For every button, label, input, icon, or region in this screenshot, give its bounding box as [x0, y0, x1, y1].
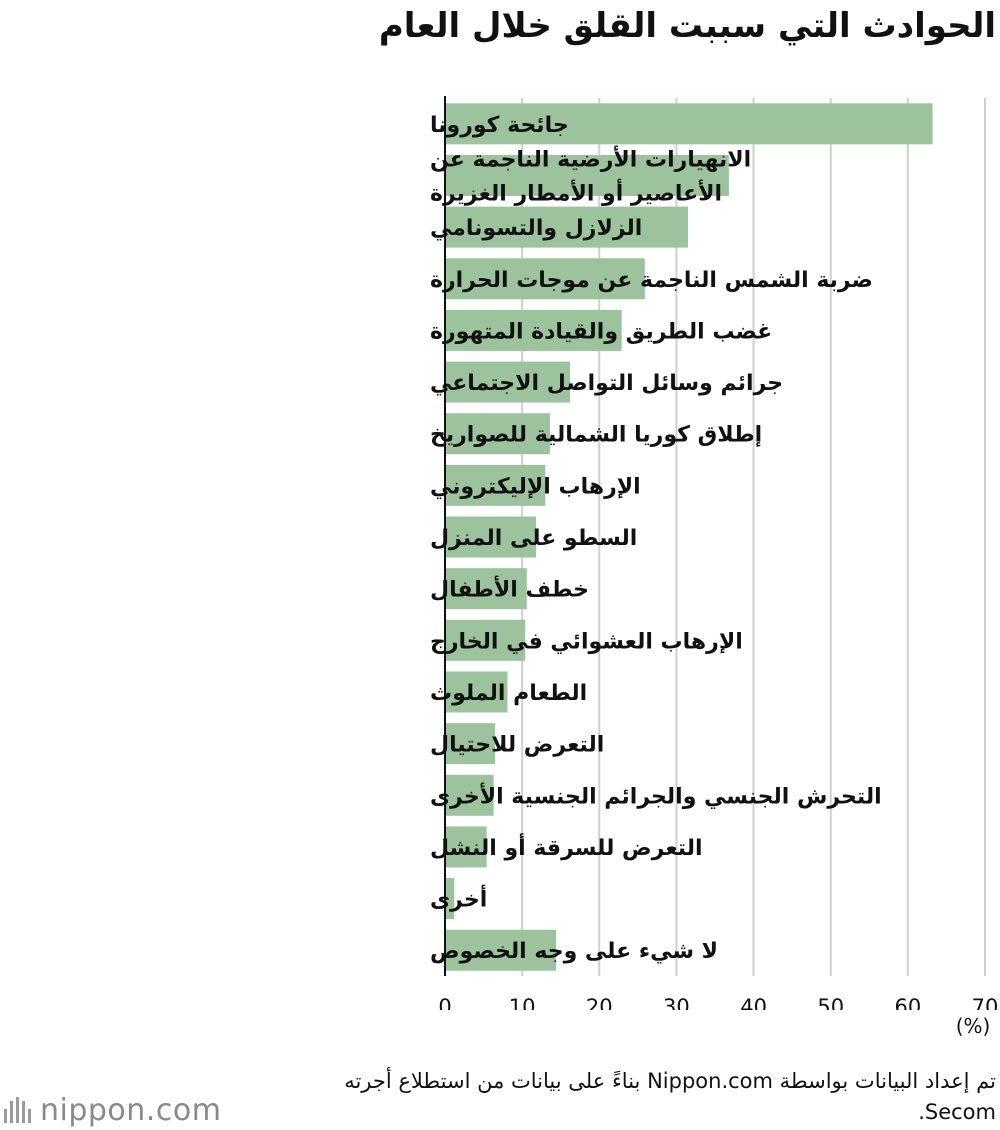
category-label: لا شيء على وجه الخصوص	[430, 939, 718, 964]
bar	[445, 258, 645, 300]
bar	[445, 826, 487, 868]
x-tick-label: 30	[663, 995, 690, 1010]
x-tick-labels: 0 10 20 30 40 50 60 70	[438, 995, 998, 1010]
category-label: أخرى	[430, 884, 487, 913]
category-label: جرائم وسائل التواصل الاجتماعي	[430, 371, 783, 396]
bar	[445, 206, 688, 248]
x-tick-label: 40	[740, 995, 767, 1010]
bars	[445, 103, 933, 971]
x-tick-label: 60	[894, 995, 921, 1010]
category-label: الطعام الملوث	[430, 681, 587, 706]
bar	[445, 671, 508, 713]
x-tick-label: 20	[586, 995, 613, 1010]
bar	[445, 103, 933, 145]
category-label: الإرهاب العشوائي في الخارج	[430, 629, 743, 654]
bar	[445, 516, 537, 558]
category-labels: جائحة كورونا الانهيارات الأرضية الناجمة ع…	[430, 113, 882, 964]
category-label: ضربة الشمس الناجمة عن موجات الحرارة	[430, 268, 873, 293]
category-label: التعرض للاحتيال	[430, 733, 604, 758]
category-label: خطف الأطفال	[430, 575, 589, 603]
category-label: التعرض للسرقة أو النشل	[430, 832, 703, 861]
category-label: الأعاصير أو الأمطار الغزيرة	[430, 177, 722, 206]
chart-title: الحوادث التي سببت القلق خلال العام	[378, 6, 996, 46]
x-tick-label: 50	[817, 995, 844, 1010]
bar	[445, 464, 546, 506]
source-note: تم إعداد البيانات بواسطة Nippon.com بناء…	[344, 1069, 996, 1124]
logo-mark-icon	[4, 1097, 31, 1123]
bar	[445, 154, 729, 196]
x-tick-label: 0	[438, 995, 451, 1010]
category-label: جائحة كورونا	[430, 113, 569, 138]
x-tick-label: 10	[509, 995, 536, 1010]
category-label: التحرش الجنسي والجرائم الجنسية الأخرى	[430, 781, 882, 809]
category-label: الانهيارات الأرضية الناجمة عن	[430, 144, 751, 172]
category-label: الزلازل والتسونامي	[430, 216, 642, 241]
x-tick-label: 70	[972, 995, 999, 1010]
bar	[445, 619, 526, 661]
unit-label: (%)	[955, 1014, 991, 1038]
category-label: السطو على المنزل	[430, 526, 637, 551]
bar	[445, 929, 557, 971]
bar	[445, 568, 527, 610]
category-label: الإرهاب الإليكتروني	[430, 474, 641, 499]
logo-text: nippon.com	[40, 1092, 222, 1128]
bar	[445, 413, 550, 455]
bar	[445, 774, 494, 816]
bar	[445, 878, 455, 920]
bar	[445, 723, 496, 765]
category-label: غضب الطريق والقيادة المتهورة	[430, 319, 772, 344]
category-label: إطلاق كوريا الشمالية للصواريخ	[430, 423, 762, 448]
bar-chart: جائحة كورونا الانهيارات الأرضية الناجمة ع…	[430, 96, 998, 1010]
bar	[445, 309, 622, 351]
nippon-logo: nippon.com	[4, 1090, 221, 1130]
bar	[445, 361, 570, 403]
